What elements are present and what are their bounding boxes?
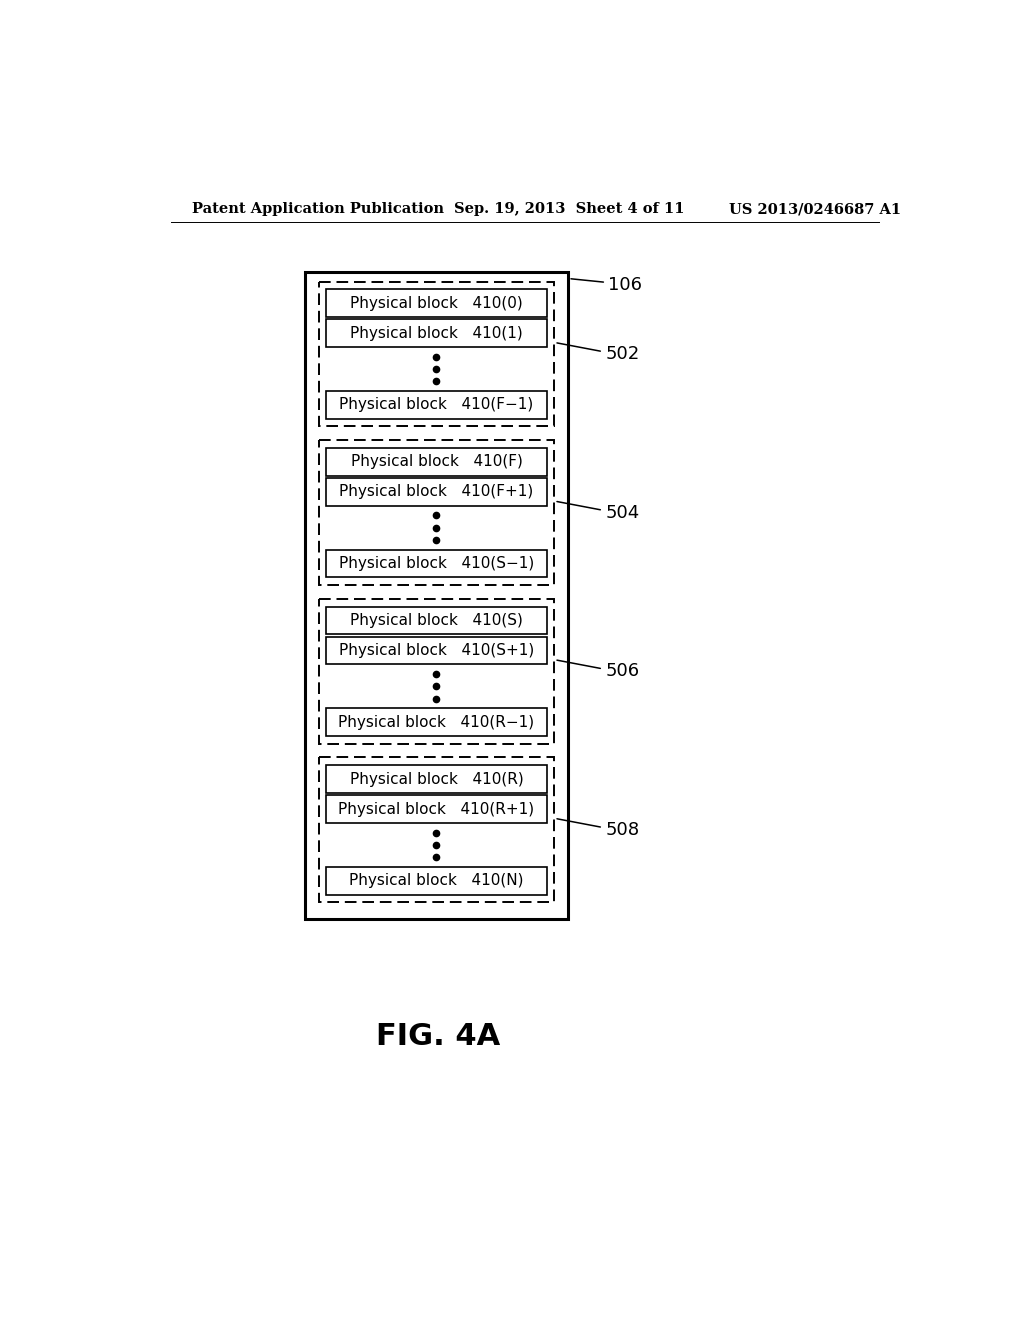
Bar xyxy=(318,281,554,426)
Text: Physical block   410(R): Physical block 410(R) xyxy=(349,771,523,787)
Bar xyxy=(327,607,547,635)
Text: Physical block   410(R−1): Physical block 410(R−1) xyxy=(338,714,535,730)
Bar xyxy=(305,272,568,919)
Bar xyxy=(318,758,554,903)
Bar xyxy=(327,867,547,895)
Text: 508: 508 xyxy=(605,821,640,838)
Text: US 2013/0246687 A1: US 2013/0246687 A1 xyxy=(729,202,901,216)
Text: 106: 106 xyxy=(608,276,642,294)
Bar xyxy=(327,447,547,475)
Text: 502: 502 xyxy=(605,345,640,363)
Bar xyxy=(327,319,547,347)
Bar xyxy=(327,549,547,577)
Bar xyxy=(327,766,547,793)
Bar xyxy=(327,708,547,737)
Bar xyxy=(327,289,547,317)
Bar xyxy=(327,636,547,664)
Text: Physical block   410(0): Physical block 410(0) xyxy=(350,296,523,310)
Text: Sep. 19, 2013  Sheet 4 of 11: Sep. 19, 2013 Sheet 4 of 11 xyxy=(454,202,684,216)
Bar xyxy=(327,478,547,506)
Text: 504: 504 xyxy=(605,504,640,521)
Text: FIG. 4A: FIG. 4A xyxy=(376,1022,500,1051)
Text: 506: 506 xyxy=(605,663,640,680)
Text: Physical block   410(1): Physical block 410(1) xyxy=(350,326,523,341)
Text: Physical block   410(F+1): Physical block 410(F+1) xyxy=(339,484,534,499)
Text: Physical block   410(F−1): Physical block 410(F−1) xyxy=(339,397,534,412)
Bar xyxy=(318,599,554,743)
Text: Physical block   410(S−1): Physical block 410(S−1) xyxy=(339,556,535,572)
Bar xyxy=(327,391,547,418)
Text: Physical block   410(R+1): Physical block 410(R+1) xyxy=(338,801,535,817)
Text: Physical block   410(S): Physical block 410(S) xyxy=(350,612,523,628)
Text: Physical block   410(F): Physical block 410(F) xyxy=(350,454,522,470)
Bar xyxy=(327,795,547,822)
Bar xyxy=(318,441,554,585)
Text: Patent Application Publication: Patent Application Publication xyxy=(191,202,443,216)
Text: Physical block   410(S+1): Physical block 410(S+1) xyxy=(339,643,535,657)
Text: Physical block   410(N): Physical block 410(N) xyxy=(349,873,523,888)
